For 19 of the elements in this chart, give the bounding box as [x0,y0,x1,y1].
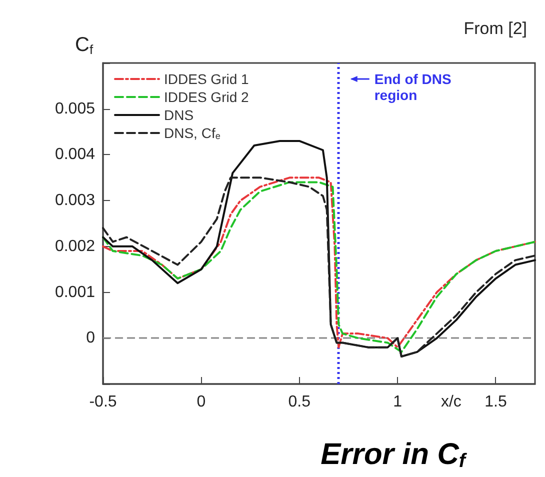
ref-line-label: End of DNS region [374,71,452,103]
x-tick-label: 1.5 [484,394,507,410]
line-series [102,140,536,358]
y-tick-label: 0 [86,330,96,347]
y-tick-label: 0.002 [54,238,96,255]
y-tick-label: 0.003 [54,192,96,210]
legend-label: DNS [164,107,194,123]
x-tick-label: -0.5 [89,394,117,410]
legend-label: DNS, Cfe [164,125,220,142]
y-tick-label: 0.005 [54,100,96,118]
x-axis-title: x/c [440,394,462,410]
y-tick-label: 0.001 [54,284,96,301]
y-tick-label: 0.004 [54,146,96,164]
text: From [2] [464,19,528,38]
x-tick-label: 0.5 [288,394,311,410]
x-tick-label: 1 [393,394,402,410]
legend-label: IDDES Grid 1 [164,71,250,87]
x-tick-label: 0 [196,394,206,410]
legend-label: IDDES Grid 2 [164,89,250,105]
